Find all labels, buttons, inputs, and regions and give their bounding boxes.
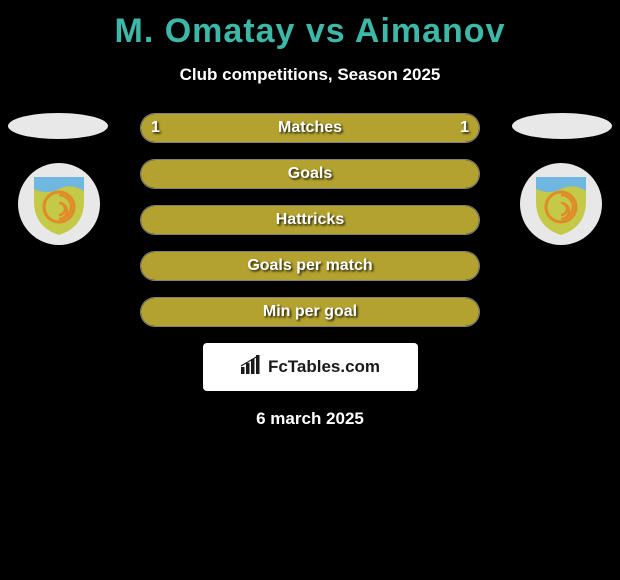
stat-row-goals: Goals xyxy=(140,159,480,189)
left-player-ellipse xyxy=(8,113,108,139)
stat-row-min-per-goal: Min per goal xyxy=(140,297,480,327)
stat-label: Matches xyxy=(278,119,342,137)
stat-value-right: 1 xyxy=(460,119,469,137)
comparison-date: 6 march 2025 xyxy=(0,409,620,429)
left-team-badge xyxy=(18,163,100,245)
fctables-attribution: FcTables.com xyxy=(203,343,418,391)
right-player-ellipse xyxy=(512,113,612,139)
stat-row-hattricks: Hattricks xyxy=(140,205,480,235)
right-shield-icon xyxy=(528,171,594,237)
comparison-subtitle: Club competitions, Season 2025 xyxy=(0,65,620,85)
stat-label: Goals xyxy=(288,165,332,183)
comparison-title: M. Omatay vs Aimanov xyxy=(0,0,620,51)
stat-label: Hattricks xyxy=(276,211,344,229)
stat-row-matches: Matches 1 1 xyxy=(140,113,480,143)
bar-chart-icon xyxy=(240,355,262,380)
right-team-badge xyxy=(520,163,602,245)
stats-container: Matches 1 1 Goals Hattricks Goals per match Mi… xyxy=(0,113,620,327)
stat-label: Goals per match xyxy=(247,257,372,275)
stat-row-goals-per-match: Goals per match xyxy=(140,251,480,281)
stat-value-left: 1 xyxy=(151,119,160,137)
fctables-text: FcTables.com xyxy=(268,357,380,377)
stat-label: Min per goal xyxy=(263,303,357,321)
left-shield-icon xyxy=(26,171,92,237)
